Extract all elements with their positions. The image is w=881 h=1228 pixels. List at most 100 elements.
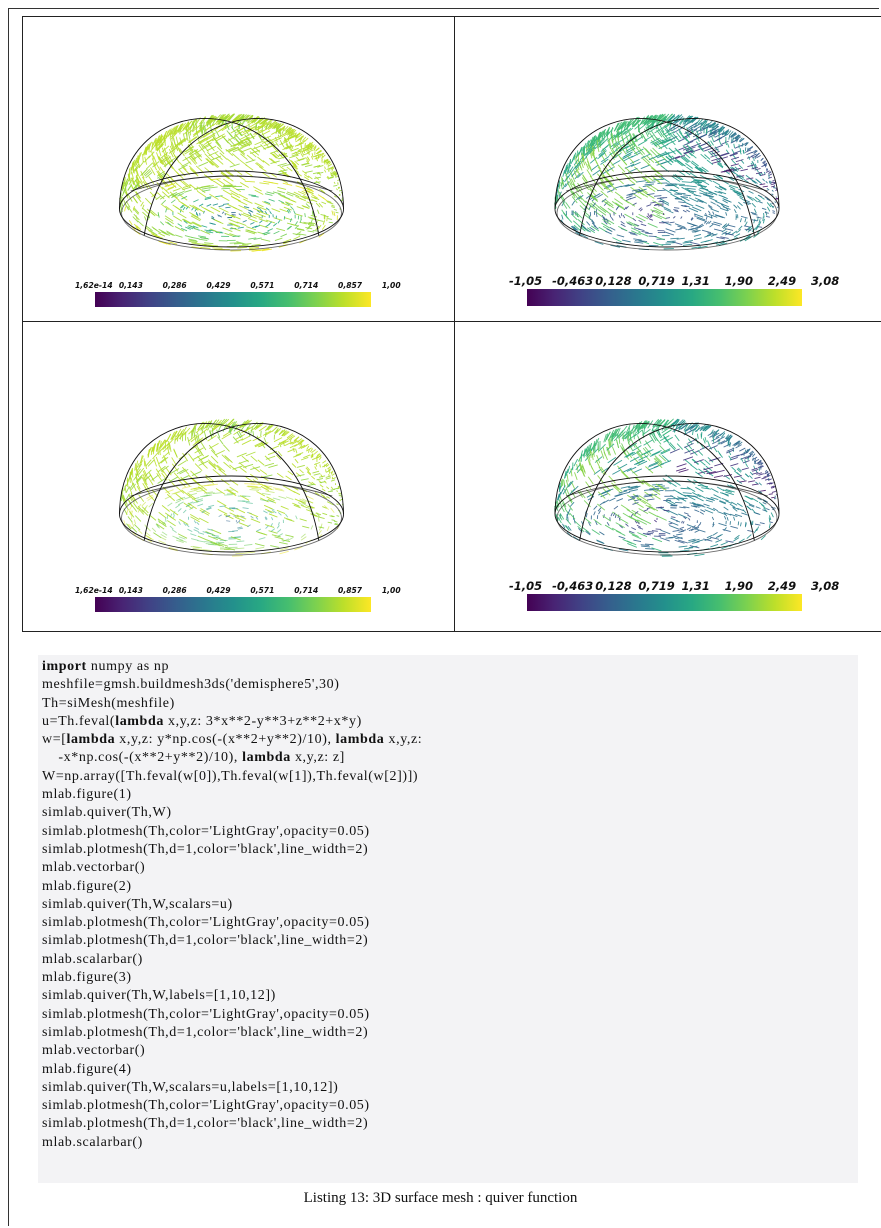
code-text: mlab.scalarbar() — [42, 951, 143, 967]
colorbar — [95, 597, 371, 612]
code-text: mlab.vectorbar() — [42, 860, 146, 876]
colorbar-tick-label: 0,719 — [638, 579, 674, 593]
quiver-plot-1: 1,62e-14 0,143 0,286 0,429 0,571 0,714 0,857 1,… — [75, 113, 401, 307]
colorbar-tick-label: 1,90 — [725, 274, 753, 288]
listing-caption: Listing 13: 3D surface mesh : quiver fun… — [303, 1190, 578, 1206]
code-keyword: lambda — [115, 713, 164, 729]
mesh-wireframe — [554, 423, 780, 556]
code-text: u=Th.feval( — [42, 713, 116, 729]
colorbar-labels: -1,05 -0,463 0,128 0,719 1,31 1,90 2,49 3,08 — [509, 579, 839, 593]
code-line: mlab.scalarbar() — [42, 951, 858, 969]
code-line: simlab.quiver(Th,W,labels=[1,10,12]) — [42, 987, 858, 1005]
figure-panel-3: 1,62e-14 0,143 0,286 0,429 0,571 0,714 0,857 1,… — [22, 321, 455, 632]
colorbar — [527, 594, 802, 611]
colorbar-tick-label: 0,857 — [338, 281, 363, 290]
code-line: simlab.plotmesh(Th,color='LightGray',opa… — [42, 823, 858, 841]
figure-panel-1: 1,62e-14 0,143 0,286 0,429 0,571 0,714 0,857 1,… — [22, 16, 455, 322]
colorbar-tick-label: 0,286 — [163, 586, 188, 595]
code-line: simlab.plotmesh(Th,color='LightGray',opa… — [42, 1097, 858, 1115]
code-line: mlab.figure(3) — [42, 969, 858, 987]
code-text: mlab.figure(3) — [42, 970, 132, 986]
code-text: simlab.plotmesh(Th,color='LightGray',opa… — [42, 915, 370, 931]
colorbar — [527, 289, 802, 306]
figure-panel-2: -1,05 -0,463 0,128 0,719 1,31 1,90 2,49 3,08 — [454, 16, 881, 322]
code-line: mlab.vectorbar() — [42, 1042, 858, 1060]
page-frame — [8, 8, 879, 1226]
code-keyword: import — [42, 659, 87, 674]
colorbar-tick-label: 0,143 — [119, 281, 143, 290]
code-line: meshfile=gmsh.buildmesh3ds('demisphere5'… — [42, 676, 858, 694]
colorbar-tick-label: 1,31 — [682, 274, 710, 288]
code-line: mlab.vectorbar() — [42, 859, 858, 877]
code-text: mlab.figure(2) — [42, 878, 132, 894]
code-text: simlab.plotmesh(Th,d=1,color='black',lin… — [42, 933, 369, 949]
colorbar-tick-label: 0,714 — [294, 281, 318, 290]
colorbar — [95, 292, 371, 307]
code-text: meshfile=gmsh.buildmesh3ds('demisphere5'… — [42, 677, 340, 693]
colorbar-tick-label: 1,00 — [382, 586, 401, 595]
code-line: simlab.quiver(Th,W,scalars=u) — [42, 896, 858, 914]
code-line: mlab.figure(1) — [42, 786, 858, 804]
code-text: simlab.plotmesh(Th,color='LightGray',opa… — [42, 823, 370, 839]
code-line: -x*np.cos(-(x**2+y**2)/10), lambda x,y,z… — [42, 749, 858, 767]
code-text: mlab.scalarbar() — [42, 1134, 143, 1150]
code-text: simlab.plotmesh(Th,d=1,color='black',lin… — [42, 1116, 369, 1132]
colorbar-tick-label: 1,90 — [725, 579, 753, 593]
colorbar-tick-label: 0,128 — [595, 274, 631, 288]
quiver-plot-4: -1,05 -0,463 0,128 0,719 1,31 1,90 2,49 3,08 — [509, 418, 839, 611]
code-keyword: lambda — [66, 732, 116, 748]
mesh-wireframe — [554, 118, 780, 251]
quiver-arrows — [118, 113, 344, 252]
code-text: simlab.plotmesh(Th,d=1,color='black',lin… — [42, 1024, 369, 1040]
colorbar-tick-label: 0,719 — [638, 274, 674, 288]
colorbar-tick-label: -0,463 — [552, 579, 593, 593]
code-line: simlab.plotmesh(Th,d=1,color='black',lin… — [42, 1024, 858, 1042]
figure-panel-4: -1,05 -0,463 0,128 0,719 1,31 1,90 2,49 3,08 — [454, 321, 881, 632]
colorbar-labels: 1,62e-14 0,143 0,286 0,429 0,571 0,714 0,857 1,… — [75, 281, 401, 290]
colorbar-tick-label: 0,143 — [119, 586, 143, 595]
mesh-wireframe — [119, 118, 344, 251]
code-line: import numpy as np — [42, 658, 858, 676]
colorbar-tick-label: 0,571 — [250, 586, 274, 595]
code-line: simlab.plotmesh(Th,color='LightGray',opa… — [42, 914, 858, 932]
colorbar-tick-label: 0,714 — [294, 586, 318, 595]
quiver-plot-2: -1,05 -0,463 0,128 0,719 1,31 1,90 2,49 3,08 — [509, 113, 839, 306]
quiver-arrows — [120, 418, 345, 557]
code-text: x,y,z: z] — [290, 750, 345, 766]
colorbar-tick-label: -1,05 — [509, 579, 542, 593]
code-text: simlab.plotmesh(Th,color='LightGray',opa… — [42, 1098, 370, 1114]
colorbar-tick-label: 3,08 — [811, 274, 839, 288]
code-text: W=np.array([Th.feval(w[0]),Th.feval(w[1]… — [42, 768, 419, 784]
code-line: simlab.plotmesh(Th,d=1,color='black',lin… — [42, 932, 858, 950]
colorbar-tick-label: 0,429 — [207, 586, 231, 595]
code-text: mlab.vectorbar() — [42, 1043, 146, 1059]
code-line: mlab.scalarbar() — [42, 1134, 858, 1152]
colorbar-tick-label: -1,05 — [509, 274, 542, 288]
code-listing: import numpy as np meshfile=gmsh.buildmes… — [38, 655, 858, 1183]
code-text: -x*np.cos(-(x**2+y**2)/10), — [42, 750, 243, 766]
colorbar-tick-label: 2,49 — [768, 579, 796, 593]
colorbar-tick-label: 1,31 — [682, 579, 710, 593]
colorbar-tick-label: 0,286 — [163, 281, 188, 290]
code-line: mlab.figure(2) — [42, 878, 858, 896]
code-text: simlab.quiver(Th,W,scalars=u) — [42, 896, 233, 912]
code-text: numpy as np — [86, 659, 170, 674]
code-line: simlab.plotmesh(Th,color='LightGray',opa… — [42, 1006, 858, 1024]
colorbar-tick-label: 1,62e-14 — [75, 281, 113, 290]
colorbar-tick-label: 0,429 — [207, 281, 231, 290]
code-line: simlab.plotmesh(Th,d=1,color='black',lin… — [42, 841, 858, 859]
colorbar-tick-label: 0,128 — [595, 579, 631, 593]
colorbar-labels: 1,62e-14 0,143 0,286 0,429 0,571 0,714 0,857 1,… — [75, 586, 401, 595]
colorbar-tick-label: 2,49 — [768, 274, 796, 288]
code-text: simlab.plotmesh(Th,d=1,color='black',lin… — [42, 841, 369, 857]
code-text: simlab.plotmesh(Th,color='LightGray',opa… — [42, 1006, 370, 1022]
colorbar-tick-label: 3,08 — [811, 579, 839, 593]
colorbar-tick-label: 1,00 — [382, 281, 401, 290]
code-text: x,y,z: 3*x**2-y**3+z**2+x*y) — [163, 713, 362, 729]
code-line: simlab.quiver(Th,W,scalars=u,labels=[1,1… — [42, 1079, 858, 1097]
code-text: simlab.quiver(Th,W) — [42, 805, 172, 821]
code-line: u=Th.feval(lambda x,y,z: 3*x**2-y**3+z**… — [42, 713, 858, 731]
code-text: Th=siMesh(meshfile) — [42, 695, 175, 711]
code-text: w=[ — [42, 732, 67, 748]
code-line: w=[lambda x,y,z: y*np.cos(-(x**2+y**2)/1… — [42, 731, 858, 749]
